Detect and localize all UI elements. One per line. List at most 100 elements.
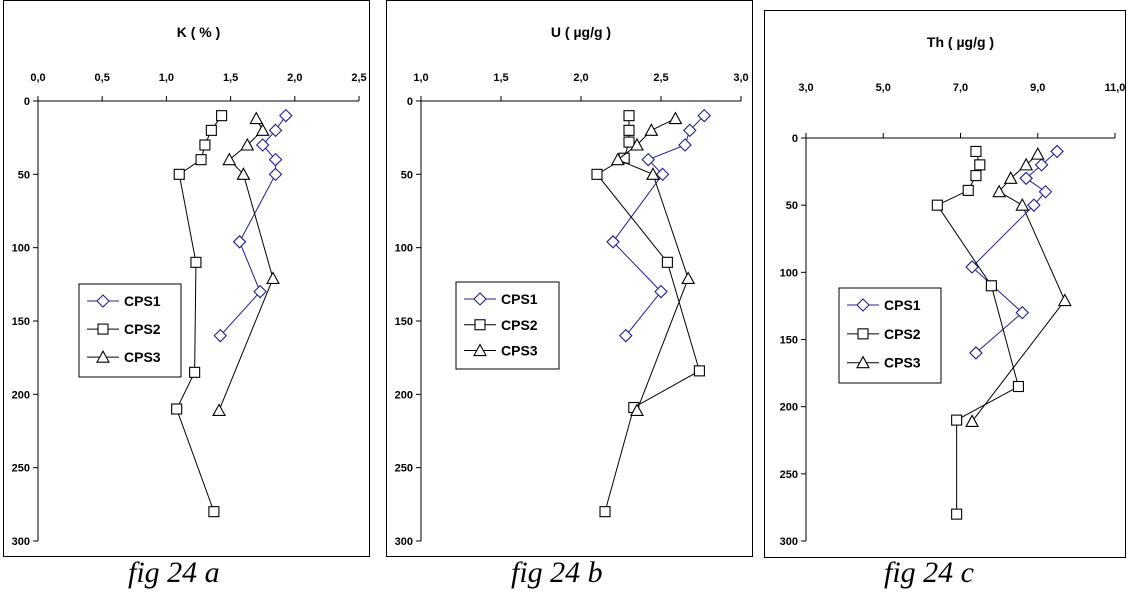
legend-marker-cps2: [97, 323, 109, 335]
data-point-cps2: [974, 159, 986, 171]
legend-marker-cps3: [473, 343, 487, 357]
y-tick-label: 50: [18, 169, 30, 181]
data-point-cps2: [623, 124, 635, 136]
data-point-cps1: [268, 167, 283, 182]
data-point-cps1: [1034, 158, 1049, 172]
data-point-cps3: [240, 137, 255, 151]
data-point-cps2: [591, 168, 603, 180]
data-point-cps2: [171, 403, 183, 415]
data-point-cps2: [199, 139, 211, 151]
legend-label-cps2: CPS2: [501, 317, 538, 333]
data-point-cps1: [268, 123, 283, 138]
chart-u: U ( µg/g ) 1,0 1,5 2,0 2,5 3,0 0 50 100 150 200 250…: [395, 24, 749, 548]
y-tick-label: 200: [395, 389, 413, 401]
x-tick-label: 2,0: [573, 72, 588, 84]
data-point-cps1: [1027, 198, 1041, 212]
series-cps1: [606, 108, 711, 343]
chart-panel-k: K ( % ) 0,0 0,5 1,0 1,5 2,0 2,5 0 50 100 150 200 250…: [3, 0, 370, 557]
data-point-cps1: [279, 108, 293, 123]
data-point-cps2: [173, 168, 185, 180]
data-point-cps3: [255, 123, 270, 136]
data-point-cps1: [678, 138, 692, 152]
series-cps1: [213, 108, 293, 343]
data-point-cps2: [189, 366, 201, 378]
figure-caption-b: fig 24 b: [511, 556, 603, 589]
data-point-cps2: [985, 280, 997, 292]
series-cps2: [171, 110, 228, 518]
legend: CPS1 CPS2 CPS3: [455, 281, 560, 370]
data-point-cps3: [1030, 146, 1045, 160]
data-point-cps1: [232, 235, 247, 249]
legend-marker-cps3: [96, 350, 110, 363]
data-point-cps1: [1038, 184, 1053, 199]
data-point-cps3: [249, 111, 264, 125]
y-tick-label: 150: [780, 335, 798, 347]
data-point-cps2: [216, 110, 228, 122]
legend-marker-cps2: [857, 328, 869, 340]
y-tick-label: 50: [401, 169, 413, 181]
x-tick-label: 0,0: [30, 72, 45, 84]
x-tick-label: 7,0: [953, 82, 968, 94]
chart-title: Th ( µg/g ): [927, 34, 994, 50]
chart-title: K ( % ): [177, 24, 221, 40]
data-point-cps3: [266, 271, 280, 285]
data-point-cps1: [965, 260, 979, 274]
data-point-cps3: [668, 111, 683, 125]
data-point-cps3: [610, 152, 625, 166]
data-point-cps2: [970, 170, 982, 182]
data-point-cps3: [1003, 171, 1018, 184]
data-point-cps1: [268, 152, 283, 167]
legend-box: [455, 281, 560, 370]
series-cps3: [965, 146, 1072, 427]
data-point-cps2: [190, 256, 202, 268]
x-tick-label: 2,5: [351, 72, 366, 84]
y-tick-label: 200: [12, 389, 30, 401]
x-tick-label: 9,0: [1030, 82, 1045, 94]
data-point-cps2: [195, 154, 207, 166]
legend: CPS1 CPS2 CPS3: [838, 287, 942, 384]
y-tick-label: 100: [780, 267, 798, 279]
y-tick-label: 0: [24, 96, 30, 108]
data-point-cps3: [236, 167, 251, 180]
data-point-cps2: [951, 414, 963, 426]
series-cps2: [931, 145, 1024, 520]
x-tick-label: 1,5: [493, 72, 508, 84]
data-point-cps1: [641, 152, 655, 167]
legend-marker-cps1: [96, 294, 110, 308]
legend-marker-cps1: [473, 292, 487, 306]
series-line-cps2: [596, 115, 700, 512]
series-line-cps2: [936, 151, 1020, 515]
legend-label-cps3: CPS3: [501, 343, 538, 359]
x-tick-label: 1,5: [223, 72, 238, 84]
data-point-cps2: [599, 506, 611, 518]
x-tick-label: 1,0: [159, 72, 174, 84]
chart-title: U ( µg/g ): [551, 24, 611, 40]
data-point-cps1: [969, 346, 983, 360]
data-point-cps3: [212, 403, 226, 417]
legend-label-cps1: CPS1: [501, 291, 538, 307]
legend-marker-cps2: [474, 319, 486, 331]
data-point-cps2: [970, 145, 982, 157]
data-point-cps3: [646, 167, 660, 180]
x-tick-label: 1,0: [413, 72, 428, 84]
x-tick-label: 0,5: [95, 72, 110, 84]
y-tick-label: 150: [395, 316, 413, 328]
data-point-cps3: [630, 137, 644, 151]
data-point-cps3: [1015, 198, 1030, 211]
x-tick-label: 3,0: [733, 72, 748, 84]
legend-label-cps3: CPS3: [124, 349, 161, 365]
y-tick-label: 250: [395, 463, 413, 475]
series-cps3: [610, 111, 696, 417]
chart-panel-th: Th ( µg/g ) 3,0 5,0 7,0 9,0 11,0 0 50 100 150 200 2…: [764, 10, 1126, 558]
y-tick-label: 100: [395, 243, 413, 255]
data-point-cps3: [630, 403, 644, 417]
data-point-cps1: [255, 138, 270, 152]
series-cps1: [965, 144, 1064, 360]
y-tick-label: 250: [12, 463, 30, 475]
legend-label-cps3: CPS3: [884, 355, 921, 371]
chart-panel-u: U ( µg/g ) 1,0 1,5 2,0 2,5 3,0 0 50 100 150 200 250…: [386, 0, 753, 557]
legend-label-cps2: CPS2: [884, 326, 921, 342]
y-tick-label: 0: [407, 96, 413, 108]
data-point-cps1: [1019, 171, 1033, 186]
y-tick-label: 0: [792, 133, 798, 145]
